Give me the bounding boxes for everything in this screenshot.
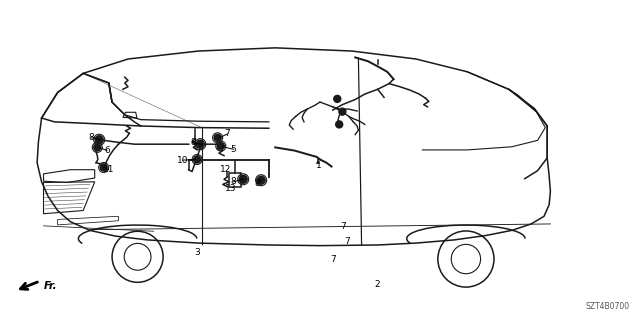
Circle shape bbox=[257, 176, 265, 184]
Circle shape bbox=[239, 175, 247, 183]
Text: 8: 8 bbox=[191, 138, 196, 147]
Circle shape bbox=[339, 108, 346, 115]
Text: 8: 8 bbox=[231, 177, 236, 186]
Circle shape bbox=[196, 140, 204, 148]
Text: 8: 8 bbox=[89, 133, 94, 142]
Circle shape bbox=[100, 164, 107, 171]
Text: 13: 13 bbox=[225, 184, 236, 193]
Text: 7: 7 bbox=[344, 237, 349, 246]
Circle shape bbox=[336, 121, 342, 128]
Text: 3: 3 bbox=[195, 248, 200, 257]
Circle shape bbox=[214, 134, 221, 141]
Text: 1: 1 bbox=[316, 161, 321, 170]
Circle shape bbox=[334, 95, 340, 102]
Circle shape bbox=[94, 144, 100, 151]
Text: 8: 8 bbox=[255, 179, 260, 188]
Text: SZT4B0700: SZT4B0700 bbox=[586, 302, 630, 311]
Text: 12: 12 bbox=[220, 165, 231, 174]
Text: 7: 7 bbox=[340, 222, 346, 231]
Circle shape bbox=[95, 136, 103, 144]
Circle shape bbox=[218, 143, 224, 150]
Text: 6: 6 bbox=[104, 146, 109, 155]
Text: 11: 11 bbox=[103, 165, 115, 174]
Text: 5: 5 bbox=[231, 145, 236, 154]
Text: 10: 10 bbox=[177, 156, 188, 165]
Text: 7: 7 bbox=[330, 255, 335, 263]
Circle shape bbox=[194, 156, 200, 163]
Text: Fr.: Fr. bbox=[44, 281, 58, 291]
Text: 7: 7 bbox=[225, 130, 230, 138]
Text: 2: 2 bbox=[375, 280, 380, 289]
